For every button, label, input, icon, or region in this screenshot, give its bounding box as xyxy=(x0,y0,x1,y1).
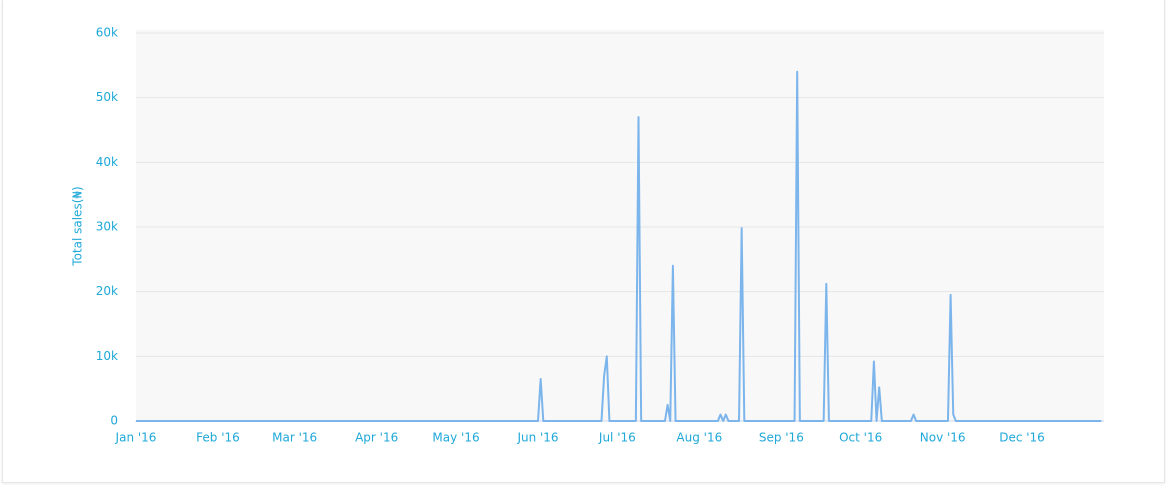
y-tick-label: 60k xyxy=(96,26,118,40)
y-tick-label: 0 xyxy=(110,414,118,428)
x-tick-label: Feb '16 xyxy=(196,431,240,445)
x-tick-label: Jul '16 xyxy=(598,431,636,445)
x-tick-label: Oct '16 xyxy=(839,431,882,445)
x-tick-label: May '16 xyxy=(432,431,479,445)
x-tick-label: Dec '16 xyxy=(999,431,1045,445)
y-tick-label: 40k xyxy=(96,155,118,169)
y-axis-title: Total sales(₦) xyxy=(71,186,85,266)
data-line xyxy=(136,70,1102,422)
y-tick-label: 20k xyxy=(96,284,118,298)
x-tick-label: Jun '16 xyxy=(516,431,558,445)
x-tick-label: Aug '16 xyxy=(676,431,722,445)
x-tick-label: Mar '16 xyxy=(272,431,317,445)
y-tick-label: 10k xyxy=(96,349,118,363)
x-tick-label: Nov '16 xyxy=(920,431,966,445)
x-tick-label: Apr '16 xyxy=(355,431,398,445)
x-tick-label: Sep '16 xyxy=(759,431,804,445)
y-tick-label: 30k xyxy=(96,220,118,234)
x-tick-label: Jan '16 xyxy=(115,431,157,445)
plot-background xyxy=(136,30,1104,421)
y-tick-label: 50k xyxy=(96,90,118,104)
